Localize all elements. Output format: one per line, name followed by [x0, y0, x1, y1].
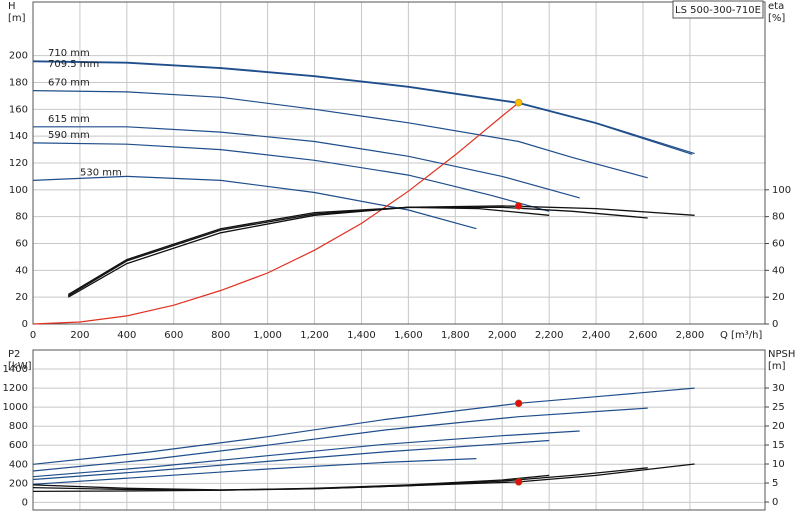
y-tick-label: 1000 — [3, 402, 28, 413]
y-tick-label: 400 — [9, 459, 28, 470]
y-tick-label: 140 — [9, 131, 28, 142]
curve — [32, 102, 520, 325]
curve-label: 615 mm — [48, 114, 90, 125]
y-tick-label: 1400 — [3, 364, 28, 375]
y-tick-label: 80 — [15, 212, 28, 223]
curve-label: 710 mm — [48, 48, 90, 59]
curve-label: 530 mm — [80, 167, 122, 178]
x-tick-label: 1,400 — [347, 330, 376, 341]
y2-tick-label: 15 — [772, 440, 785, 451]
duty-point — [514, 478, 523, 486]
curve — [32, 430, 580, 478]
y-axis-label: P2 — [8, 349, 20, 360]
curve — [67, 206, 648, 297]
curve — [32, 175, 477, 230]
y2-tick-label: 40 — [772, 265, 785, 276]
curve-label: 590 mm — [48, 130, 90, 141]
y-tick-label: 120 — [9, 158, 28, 169]
x-tick-label: 2,600 — [629, 330, 658, 341]
y2-tick-label: 20 — [772, 292, 785, 303]
y2-tick-label: 30 — [772, 383, 785, 394]
y2-tick-label: 0 — [772, 319, 778, 330]
x-tick-label: 2,800 — [676, 330, 705, 341]
y2-axis-label: [m] — [768, 361, 786, 372]
y-axis-label: [kW] — [8, 361, 32, 372]
curve — [33, 126, 580, 199]
x-axis-label: Q [m³/h] — [720, 330, 762, 341]
y2-tick-label: 5 — [772, 478, 778, 489]
x-tick-label: 0 — [30, 330, 36, 341]
x-tick-label: 1,000 — [253, 330, 282, 341]
y-axis-label: [m] — [8, 13, 26, 24]
duty-point — [514, 98, 523, 107]
y-tick-label: 1200 — [3, 383, 28, 394]
y-tick-label: 600 — [9, 440, 28, 451]
x-tick-label: 800 — [211, 330, 230, 341]
curve — [32, 387, 695, 465]
y2-axis-label: NPSH — [768, 349, 795, 360]
y-tick-label: 800 — [9, 421, 28, 432]
curve — [32, 458, 477, 485]
y2-axis-label: [%] — [768, 13, 785, 24]
x-tick-label: 2,400 — [582, 330, 611, 341]
y2-tick-label: 0 — [772, 497, 778, 508]
y-tick-label: 100 — [9, 185, 28, 196]
curve — [32, 407, 648, 472]
x-tick-label: 1,600 — [394, 330, 423, 341]
chart-title: LS 500-300-710E — [675, 5, 761, 16]
y-tick-label: 200 — [9, 51, 28, 62]
y-tick-label: 160 — [9, 104, 28, 115]
curve — [32, 439, 550, 481]
curve-label: 709.5 mm — [48, 59, 99, 70]
y2-axis-label: eta — [768, 1, 784, 12]
x-tick-label: 2,200 — [535, 330, 564, 341]
curve — [32, 61, 693, 155]
y-axis-label: H — [8, 1, 16, 12]
y-tick-label: 20 — [15, 292, 28, 303]
curve-label: 670 mm — [48, 78, 90, 89]
y2-tick-label: 60 — [772, 239, 785, 250]
x-tick-label: 400 — [117, 330, 136, 341]
y-tick-label: 60 — [15, 239, 28, 250]
x-tick-label: 600 — [164, 330, 183, 341]
title-box — [672, 0, 764, 19]
curve — [32, 474, 550, 493]
x-tick-label: 2,000 — [488, 330, 517, 341]
y-tick-label: 200 — [9, 478, 28, 489]
y-tick-label: 0 — [22, 497, 28, 508]
y2-tick-label: 20 — [772, 421, 785, 432]
y2-tick-label: 10 — [772, 459, 785, 470]
y2-tick-label: 25 — [772, 402, 785, 413]
x-tick-label: 1,200 — [300, 330, 329, 341]
x-tick-label: 200 — [70, 330, 89, 341]
y2-tick-label: 80 — [772, 212, 785, 223]
curve — [67, 206, 550, 296]
y-tick-label: 180 — [9, 78, 28, 89]
plot-frame — [32, 349, 766, 511]
y-tick-label: 40 — [15, 265, 28, 276]
curve — [32, 142, 550, 212]
duty-point — [514, 399, 523, 408]
plot-frame — [32, 1, 766, 325]
x-tick-label: 1,800 — [441, 330, 470, 341]
y2-tick-label: 100 — [772, 185, 791, 196]
curve — [32, 90, 648, 179]
y-tick-label: 0 — [22, 319, 28, 330]
duty-point — [514, 202, 523, 210]
